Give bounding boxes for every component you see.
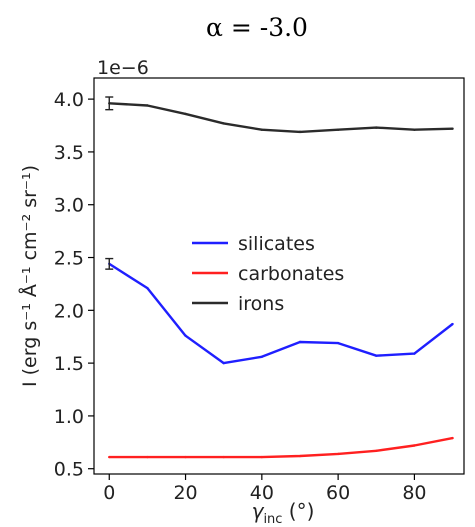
data-point bbox=[260, 128, 264, 131]
y-tick-label: 2.0 bbox=[54, 300, 84, 322]
y-axis: 0.5 1.0 1.5 2.0 2.5 3.0 3.5 4.0 bbox=[54, 89, 94, 481]
legend-label-irons: irons bbox=[238, 293, 284, 315]
y-tick-label: 4.0 bbox=[54, 89, 84, 111]
data-point bbox=[146, 104, 149, 107]
series-line-silicates bbox=[108, 262, 454, 365]
legend-label-silicates: silicates bbox=[238, 233, 315, 255]
data-point bbox=[222, 361, 225, 365]
data-point bbox=[146, 455, 149, 459]
series-line-carbonates bbox=[109, 436, 453, 459]
data-point bbox=[298, 340, 302, 344]
y-axis-label: I (erg s⁻¹ Å⁻¹ cm⁻² sr⁻¹) bbox=[18, 165, 41, 387]
data-point bbox=[260, 355, 264, 358]
data-point bbox=[451, 322, 454, 326]
data-point bbox=[298, 130, 302, 134]
legend-label-carbonates: carbonates bbox=[238, 263, 344, 285]
y-tick-label: 0.5 bbox=[54, 459, 84, 481]
data-point bbox=[451, 436, 454, 440]
y-tick-label: 3.5 bbox=[54, 142, 84, 164]
x-axis-label: γinc (°) bbox=[252, 499, 315, 527]
data-point bbox=[222, 455, 225, 459]
y-tick-label: 2.5 bbox=[54, 248, 84, 270]
y-tick-label: 3.0 bbox=[54, 195, 84, 217]
data-point bbox=[298, 454, 302, 458]
x-tick-label: 80 bbox=[402, 482, 426, 504]
data-point bbox=[336, 341, 340, 345]
series-line-irons bbox=[109, 102, 453, 134]
legend: silicates carbonates irons bbox=[192, 233, 344, 315]
data-point bbox=[375, 449, 378, 452]
data-point bbox=[375, 126, 378, 129]
data-point bbox=[222, 122, 225, 125]
x-axis: 0 20 40 60 80 bbox=[103, 474, 427, 504]
x-tick-label: 0 bbox=[103, 482, 115, 504]
x-tick-label: 20 bbox=[173, 482, 197, 504]
data-point bbox=[146, 286, 149, 290]
data-point bbox=[184, 334, 187, 337]
data-point bbox=[413, 352, 416, 355]
y-tick-label: 1.5 bbox=[54, 353, 84, 375]
data-point bbox=[375, 354, 378, 357]
x-tick-label: 40 bbox=[250, 482, 274, 504]
data-point bbox=[184, 455, 187, 459]
data-point bbox=[108, 455, 111, 459]
y-tick-label: 1.0 bbox=[54, 406, 84, 428]
data-point bbox=[260, 455, 264, 459]
error-bar-silicates bbox=[105, 257, 114, 270]
series-layer bbox=[105, 96, 454, 459]
data-point bbox=[451, 127, 454, 130]
data-point bbox=[413, 128, 416, 131]
plot-frame bbox=[93, 77, 465, 475]
data-point bbox=[336, 128, 340, 131]
data-point bbox=[184, 112, 187, 116]
data-point bbox=[413, 444, 416, 447]
data-point bbox=[336, 452, 340, 456]
chart-title: α = -3.0 bbox=[206, 13, 308, 42]
y-multiplier-label: 1e−6 bbox=[97, 57, 149, 79]
error-bar-irons bbox=[105, 96, 114, 111]
x-tick-label: 60 bbox=[326, 482, 350, 504]
